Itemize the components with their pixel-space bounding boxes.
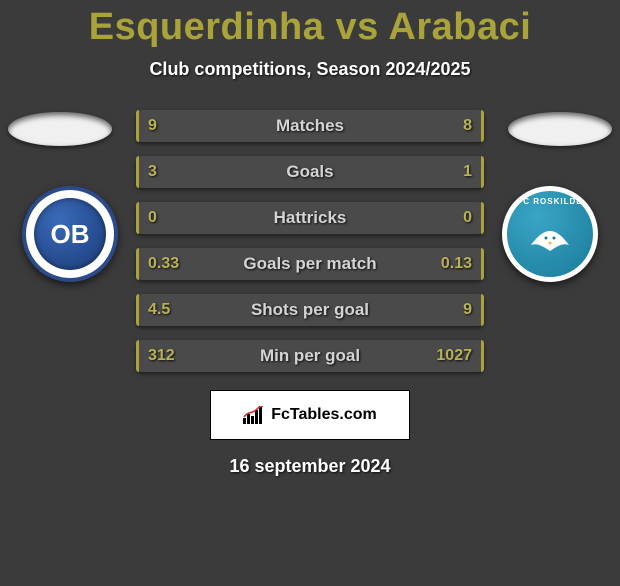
stat-border-left (136, 202, 139, 234)
stat-border-left (136, 294, 139, 326)
stat-label: Goals per match (243, 254, 376, 274)
stat-border-right (481, 156, 484, 188)
stat-label: Min per goal (260, 346, 360, 366)
player2-name: Arabaci (388, 6, 531, 48)
country-flag-right (508, 112, 612, 146)
stat-value-left: 4.5 (148, 301, 170, 319)
stat-row: 4.5 Shots per goal 9 (136, 294, 484, 326)
comparison-content: OB FC ROSKILDE 9 Matches 8 3 Goals 1 0 Hattrick… (0, 110, 620, 477)
stat-label: Shots per goal (251, 300, 369, 320)
vs-label: vs (335, 6, 378, 48)
stat-border-left (136, 156, 139, 188)
stat-value-right: 9 (463, 301, 472, 319)
stat-border-left (136, 248, 139, 280)
club-badge-right-arc: FC ROSKILDE (507, 197, 593, 206)
stat-row: 0 Hattricks 0 (136, 202, 484, 234)
stat-value-left: 0.33 (148, 255, 179, 273)
stat-value-right: 0.13 (441, 255, 472, 273)
fctables-branding[interactable]: FcTables.com (210, 390, 410, 440)
stat-border-right (481, 248, 484, 280)
stat-row: 312 Min per goal 1027 (136, 340, 484, 372)
stat-value-left: 9 (148, 117, 157, 135)
page-title: Esquerdinha vs Arabaci (0, 6, 620, 49)
club-badge-left-text: OB (34, 198, 106, 270)
stat-border-right (481, 294, 484, 326)
fctables-text: FcTables.com (271, 406, 377, 424)
eagle-icon (529, 227, 571, 253)
stats-table: 9 Matches 8 3 Goals 1 0 Hattricks 0 0.33 Goals per… (136, 110, 484, 372)
player1-name: Esquerdinha (89, 6, 325, 48)
stat-value-right: 8 (463, 117, 472, 135)
stat-row: 3 Goals 1 (136, 156, 484, 188)
stat-value-left: 312 (148, 347, 175, 365)
stat-label: Matches (276, 116, 344, 136)
stat-value-right: 1 (463, 163, 472, 181)
stat-border-left (136, 340, 139, 372)
stat-border-right (481, 340, 484, 372)
subtitle: Club competitions, Season 2024/2025 (0, 59, 620, 80)
stat-border-right (481, 202, 484, 234)
stat-row: 9 Matches 8 (136, 110, 484, 142)
stat-value-right: 0 (463, 209, 472, 227)
date-label: 16 september 2024 (0, 456, 620, 477)
bar-chart-icon (243, 406, 265, 424)
stat-value-left: 3 (148, 163, 157, 181)
stat-label: Goals (286, 162, 333, 182)
country-flag-left (8, 112, 112, 146)
stat-border-right (481, 110, 484, 142)
stat-row: 0.33 Goals per match 0.13 (136, 248, 484, 280)
club-badge-right: FC ROSKILDE (502, 186, 598, 282)
stat-value-left: 0 (148, 209, 157, 227)
club-badge-left: OB (22, 186, 118, 282)
stat-value-right: 1027 (436, 347, 472, 365)
stat-label: Hattricks (274, 208, 347, 228)
stat-border-left (136, 110, 139, 142)
